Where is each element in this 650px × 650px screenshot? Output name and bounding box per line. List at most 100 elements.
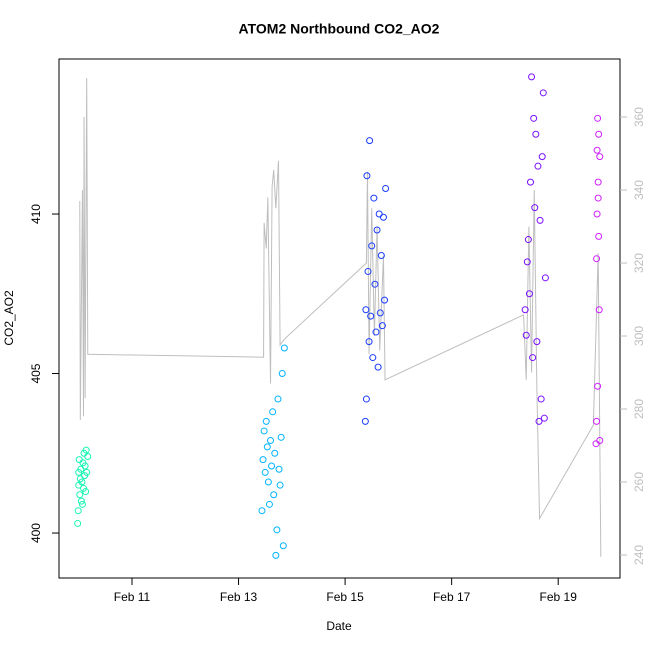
point xyxy=(526,178,534,186)
point xyxy=(376,309,384,317)
y2-tick-label: 280 xyxy=(632,399,646,419)
point xyxy=(529,354,537,362)
point xyxy=(366,137,374,145)
point xyxy=(280,344,288,352)
point xyxy=(271,449,279,457)
point xyxy=(523,258,531,266)
x-tick-label: Feb 13 xyxy=(220,590,258,604)
y-tick-label: 400 xyxy=(29,523,43,543)
point xyxy=(381,296,389,304)
point xyxy=(525,290,533,298)
y-axis-title: CO2_AO2 xyxy=(2,290,16,346)
point xyxy=(596,437,604,445)
y-tick-label: 410 xyxy=(29,204,43,224)
point xyxy=(361,417,369,425)
point xyxy=(532,130,540,138)
point xyxy=(268,462,276,470)
point xyxy=(539,89,547,97)
point xyxy=(377,251,385,259)
point xyxy=(78,478,86,486)
point xyxy=(277,433,285,441)
point xyxy=(535,417,543,425)
point xyxy=(595,130,603,138)
point xyxy=(367,312,375,320)
point xyxy=(595,306,603,314)
x-tick-label: Feb 11 xyxy=(114,590,151,604)
point xyxy=(594,382,602,390)
point xyxy=(369,354,377,362)
point xyxy=(82,446,90,454)
x-axis-title: Date xyxy=(326,619,352,633)
point xyxy=(270,491,278,499)
point xyxy=(275,465,283,473)
point xyxy=(264,478,272,486)
y2-tick-label: 300 xyxy=(632,326,646,346)
point xyxy=(262,417,270,425)
point xyxy=(594,194,602,202)
point xyxy=(259,456,267,464)
y-tick-label: 405 xyxy=(29,363,43,383)
line xyxy=(79,77,602,557)
point xyxy=(521,306,529,314)
point xyxy=(540,414,548,422)
y2-tick-label: 340 xyxy=(632,180,646,200)
point xyxy=(382,185,390,193)
plot-frame xyxy=(58,58,621,579)
point xyxy=(536,216,544,224)
point xyxy=(273,526,281,534)
point xyxy=(276,481,284,489)
point xyxy=(77,497,85,505)
point xyxy=(263,443,271,451)
point xyxy=(593,255,601,263)
point xyxy=(269,408,277,416)
point xyxy=(272,551,280,559)
point xyxy=(82,488,90,496)
point xyxy=(363,172,371,180)
point xyxy=(595,232,603,240)
chart-title: ATOM2 Northbound CO2_AO2 xyxy=(239,21,440,37)
point xyxy=(279,542,287,550)
point xyxy=(274,395,282,403)
point xyxy=(372,328,380,336)
point xyxy=(594,114,602,122)
point xyxy=(76,491,84,499)
point xyxy=(368,242,376,250)
point xyxy=(524,236,532,244)
y2-tick-label: 260 xyxy=(632,472,646,492)
point xyxy=(81,462,89,470)
point xyxy=(265,500,273,508)
point xyxy=(75,456,83,464)
point xyxy=(260,427,268,435)
point xyxy=(362,395,370,403)
point xyxy=(538,153,546,161)
point xyxy=(594,178,602,186)
point xyxy=(541,274,549,282)
point xyxy=(522,331,530,339)
point xyxy=(371,280,379,288)
x-tick-label: Feb 19 xyxy=(540,590,578,604)
point xyxy=(261,468,269,476)
point xyxy=(375,210,383,218)
point xyxy=(528,73,536,81)
point xyxy=(78,500,86,508)
point xyxy=(593,417,601,425)
point xyxy=(74,507,82,515)
point xyxy=(258,507,266,515)
point xyxy=(373,226,381,234)
point xyxy=(362,306,370,314)
point xyxy=(83,468,91,476)
point xyxy=(267,437,275,445)
point xyxy=(364,267,372,275)
y2-tick-label: 240 xyxy=(632,545,646,565)
point xyxy=(278,370,286,378)
point xyxy=(530,114,538,122)
x-tick-label: Feb 15 xyxy=(326,590,364,604)
point xyxy=(534,162,542,170)
y2-tick-label: 320 xyxy=(632,253,646,273)
point xyxy=(596,153,604,161)
point xyxy=(378,322,386,330)
point xyxy=(592,440,600,448)
point xyxy=(379,213,387,221)
point xyxy=(531,204,539,212)
